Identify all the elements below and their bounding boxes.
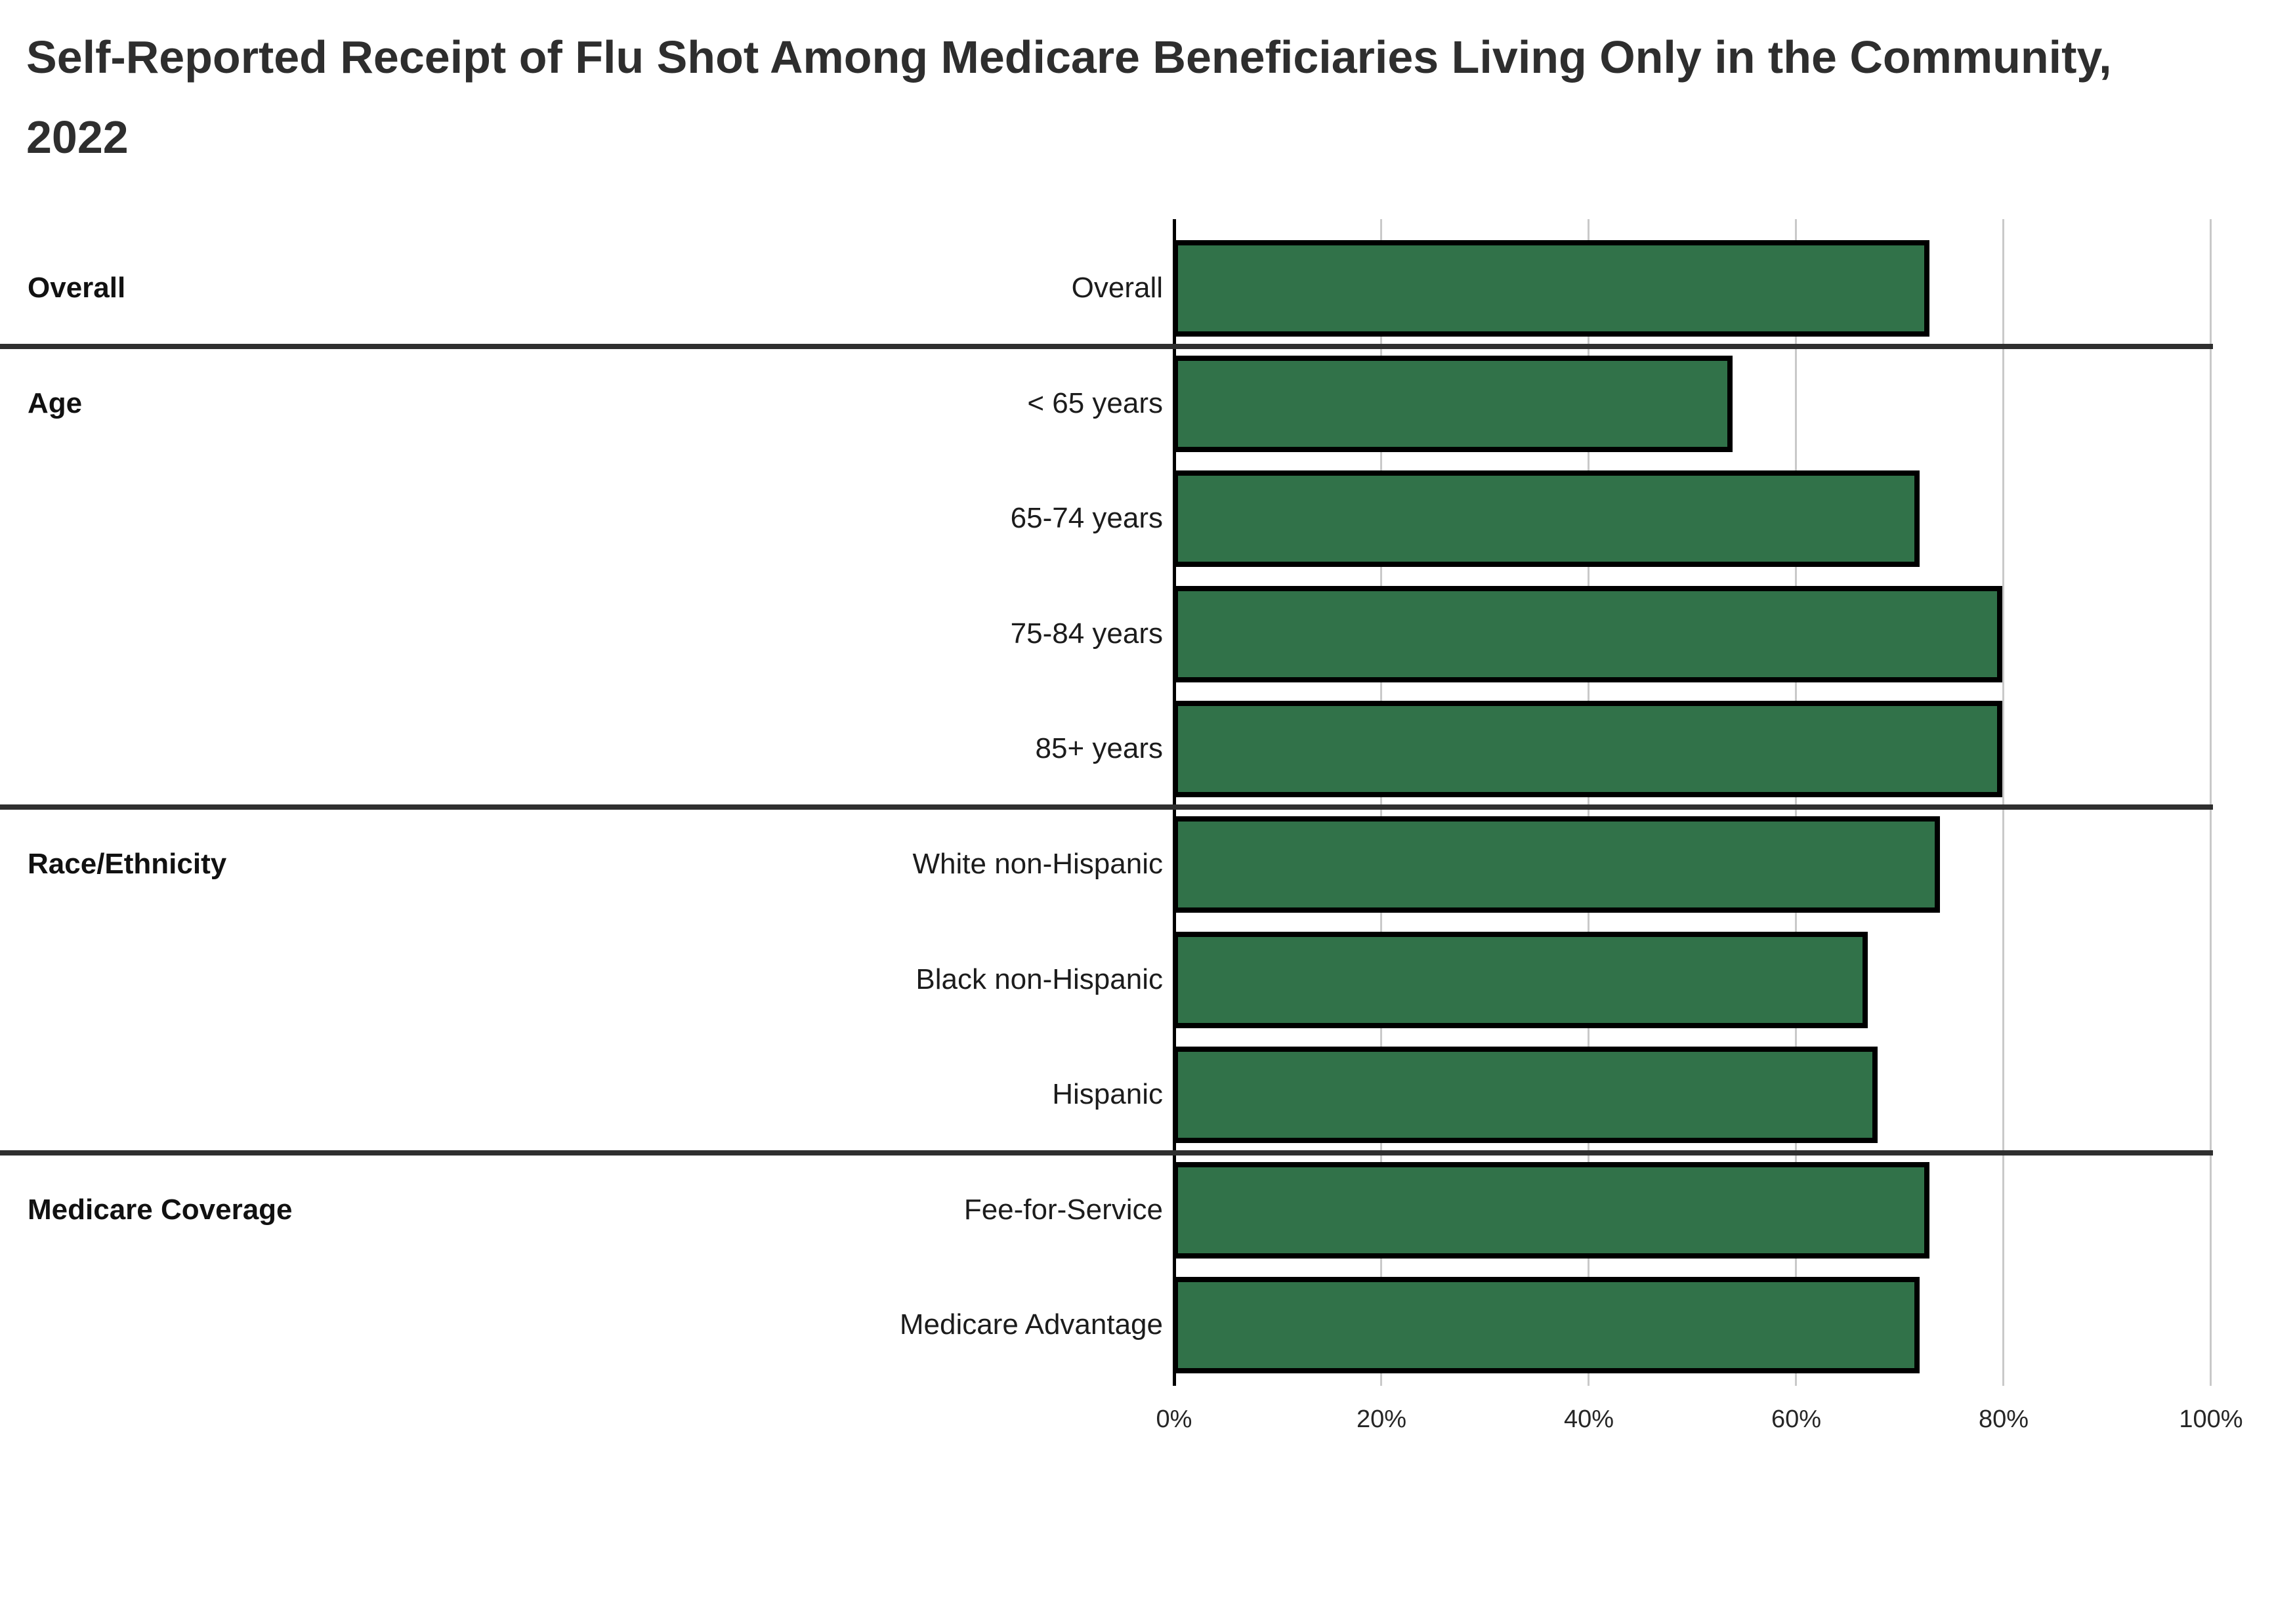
section-divider [0, 343, 2213, 349]
group-label: Medicare Coverage [28, 1193, 293, 1226]
bar [1173, 1277, 1920, 1374]
gridline-100 [2210, 219, 2212, 1386]
gridline-40 [1588, 219, 1590, 1386]
gridline-60 [1795, 219, 1797, 1386]
category-label: Overall [1071, 272, 1163, 304]
x-tick-label: 80% [1978, 1405, 2029, 1433]
x-tick-label: 100% [2179, 1405, 2243, 1433]
category-label: Hispanic [1052, 1078, 1163, 1111]
category-label: Fee-for-Service [963, 1193, 1163, 1226]
x-tick-label: 60% [1771, 1405, 1822, 1433]
bar [1173, 1047, 1878, 1144]
category-label: White non-Hispanic [912, 848, 1164, 880]
section-divider [0, 804, 2213, 810]
bar [1173, 1161, 1930, 1259]
gridline-20 [1380, 219, 1382, 1386]
category-label: Black non-Hispanic [916, 963, 1163, 995]
x-tick-label: 20% [1356, 1405, 1407, 1433]
group-label: Race/Ethnicity [28, 848, 227, 880]
bar [1173, 355, 1733, 452]
chart-title: Self-Reported Receipt of Flu Shot Among … [26, 31, 2112, 163]
category-label: 85+ years [1035, 732, 1163, 765]
bar [1173, 816, 1941, 913]
bar [1173, 470, 1920, 568]
bar [1173, 585, 2002, 682]
group-label: Age [28, 386, 83, 419]
category-label: 65-74 years [1010, 502, 1163, 535]
bar [1173, 701, 2002, 798]
gridline-80 [2002, 219, 2004, 1386]
y-axis-line [1173, 219, 1176, 1386]
x-tick-label: 40% [1563, 1405, 1614, 1433]
category-label: 75-84 years [1010, 617, 1163, 650]
section-divider [0, 1150, 2213, 1156]
category-label: < 65 years [1027, 386, 1163, 419]
bar [1173, 240, 1930, 337]
category-label: Medicare Advantage [899, 1308, 1163, 1341]
group-label: Overall [28, 272, 126, 304]
bar [1173, 931, 1868, 1028]
x-tick-label: 0% [1156, 1405, 1192, 1433]
